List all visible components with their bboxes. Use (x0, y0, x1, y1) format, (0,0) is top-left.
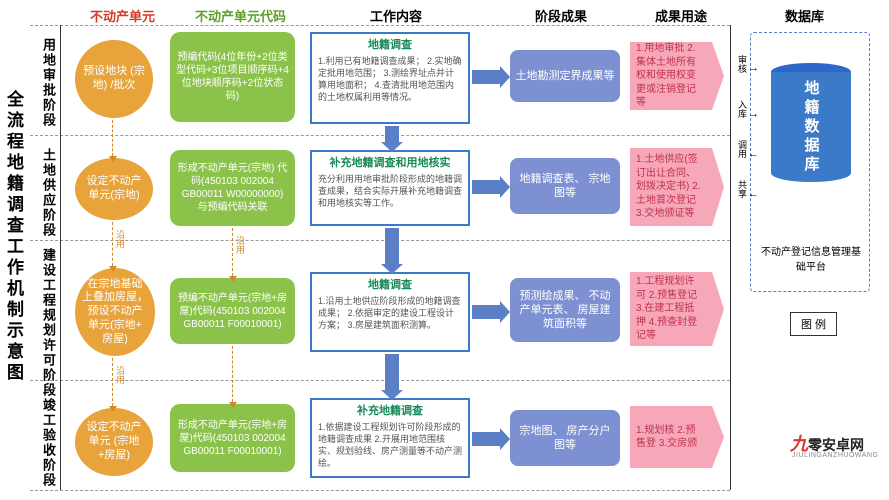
vsep (60, 25, 61, 490)
dash-3 (112, 358, 113, 406)
r3-circle: 在宗地基础 上叠加房屋， 预设不动产 单元(宗地+ 房屋) (75, 268, 155, 356)
r3-work-title: 地籍调查 (318, 278, 462, 293)
db-note: 不动产登记信息管理基础平台 (761, 243, 861, 273)
varr-2 (385, 228, 399, 264)
hdr-stage: 阶段成果 (535, 6, 587, 25)
stage-2: 土地供应阶段 (36, 148, 58, 238)
r4-code: 形成不动产单元(宗地+房屋)代码(450103 002004 GB00011 F… (170, 404, 295, 472)
stage-1: 用地审批阶段 (36, 38, 58, 128)
io-arr: → (748, 62, 759, 74)
legend: 图 例 (790, 312, 837, 336)
hdr-work: 工作内容 (370, 6, 422, 25)
r1-code: 预编代码(4位年份+2位类型代码+3位项目顺序码+4位地块顺序码+2位状态码) (170, 32, 295, 122)
r4-work-body: 1.依据建设工程规划许可阶段形成的地籍调查成果 2.开展用地范围核实、规划验线、… (318, 422, 462, 468)
sep-0 (30, 25, 730, 26)
arr-r3-a (472, 305, 500, 319)
r4-work: 补充地籍调查 1.依据建设工程规划许可阶段形成的地籍调查成果 2.开展用地范围核… (310, 398, 470, 478)
dash-4 (232, 228, 233, 276)
hdr-code: 不动产单元代码 (195, 6, 286, 25)
sep-4 (30, 490, 730, 491)
hdr-unit: 不动产单元 (90, 6, 155, 25)
dash-4-lbl: 沿用 (234, 236, 247, 254)
r3-work: 地籍调查 1.沿用土地供应阶段形成的地籍调查成果； 2.依据审定的建设工程设计方… (310, 272, 470, 352)
r2-code: 形成不动产单元(宗地) 代码(450103 002004 GB00011 W00… (170, 150, 295, 226)
arr-r4-a (472, 432, 500, 446)
r2-res: 地籍调查表、 宗地图等 (510, 158, 620, 214)
sep-1 (30, 135, 730, 136)
r2-work-body: 充分利用用地审批阶段形成的地籍调查成果，结合实际开展补充地籍调查和用地核实等工作… (318, 174, 462, 208)
dash-1 (112, 120, 113, 156)
r1-res: 土地勘测定界成果等 (510, 50, 620, 102)
r4-work-title: 补充地籍调查 (318, 404, 462, 419)
r1-use: 1.用地审批 2.集体土地所有权和使用权变更或注销登记等 (630, 42, 712, 110)
arr-r1-a (472, 70, 500, 84)
vsep2 (730, 25, 731, 490)
r1-work: 地籍调查 1.利用已有地籍调查成果； 2.实地确定批用地范围； 3.测绘界址点并… (310, 32, 470, 124)
io-arr4: ← (748, 188, 759, 200)
r1-work-title: 地籍调查 (318, 38, 462, 53)
r2-work-title: 补充地籍调查和用地核实 (318, 156, 462, 171)
stage-3: 建设工程规划许可阶段 (36, 248, 58, 398)
db-cylinder: 地籍数据库 (771, 72, 851, 182)
r3-res: 预测绘成果、 不动产单元表、 房屋建筑面积等 (510, 278, 620, 342)
varr-1 (385, 126, 399, 142)
r1-work-body: 1.利用已有地籍调查成果； 2.实地确定批用地范围； 3.测绘界址点并计算用地面… (318, 56, 462, 102)
diagram-title: 全流程地籍调查工作机制示意图 (4, 90, 26, 384)
r4-res: 宗地图、 房产分户图等 (510, 410, 620, 466)
stage-4: 竣工验收阶段 (36, 398, 58, 488)
dash-2-lbl: 沿用 (114, 230, 127, 248)
hdr-db: 数据库 (785, 6, 824, 25)
io-arr2: → (748, 108, 759, 120)
r4-use: 1.规划核 2.预售登 3.交房颁 (630, 406, 712, 468)
dash-2 (112, 222, 113, 266)
db-title: 地籍数据库 (801, 80, 822, 175)
r2-work: 补充地籍调查和用地核实 充分利用用地审批阶段形成的地籍调查成果，结合实际开展补充… (310, 150, 470, 226)
r2-circle: 设定不动产 单元(宗地) (75, 158, 153, 220)
sep-2 (30, 240, 730, 241)
r3-use: 1.工程规划许可 2.预售登记 3.在建工程抵押 4.预查封登记等 (630, 272, 712, 346)
r3-work-body: 1.沿用土地供应阶段形成的地籍调查成果； 2.依据审定的建设工程设计方案； 3.… (318, 296, 461, 330)
logo-sub: JIULINGANZHUOWANG (792, 452, 878, 459)
r3-code: 预编不动产单元(宗地+房屋)代码(450103 002004 GB00011 F… (170, 278, 295, 344)
varr-3 (385, 354, 399, 390)
db-panel: 地籍数据库 不动产登记信息管理基础平台 (750, 32, 870, 292)
r4-circle: 设定不动产 单元 (宗地+房屋) (75, 408, 153, 476)
r1-circle: 预设地块 (宗地) /批次 (75, 40, 153, 118)
sep-3 (30, 380, 730, 381)
dash-5 (232, 346, 233, 402)
io-arr3: ← (748, 148, 759, 160)
logo-text: 零安卓网 (808, 437, 864, 453)
r2-use: 1.土地供应(签订出让合同、划拨决定书) 2.土地首次登记 3.交地颁证等 (630, 148, 712, 226)
hdr-use: 成果用途 (655, 6, 707, 25)
arr-r2-a (472, 180, 500, 194)
logo-icon: 九 (790, 434, 808, 454)
dash-3-lbl: 沿用 (114, 366, 127, 384)
